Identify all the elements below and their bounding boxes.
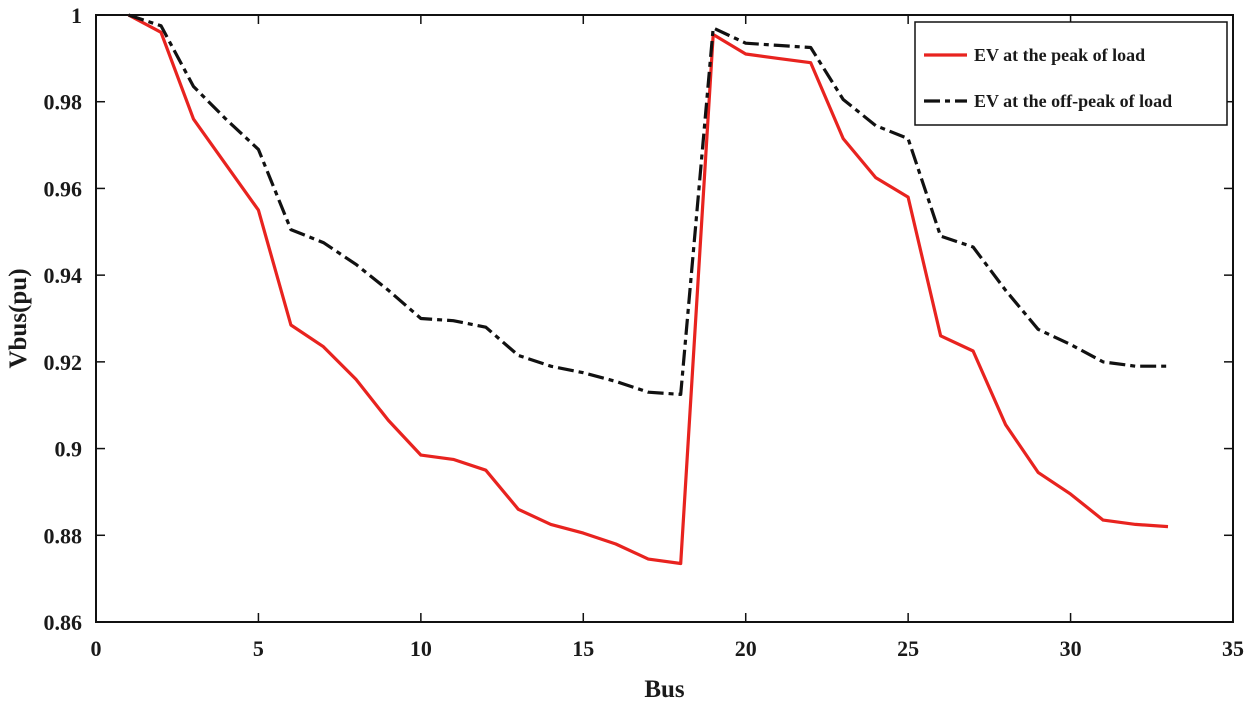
x-tick-label: 35	[1222, 636, 1244, 661]
y-tick-label: 0.9	[55, 437, 83, 462]
y-axis-label: Vbus(pu)	[5, 268, 32, 368]
x-tick-label: 15	[572, 636, 594, 661]
x-tick-label: 10	[410, 636, 432, 661]
series-line-1	[127, 13, 1169, 566]
x-tick-label: 30	[1060, 636, 1082, 661]
y-tick-labels: 0.86 0.88 0.9 0.92 0.94 0.96 0.98 1	[44, 3, 83, 635]
y-tick-label: 0.86	[44, 610, 83, 635]
x-tick-label: 25	[897, 636, 919, 661]
legend-box	[914, 21, 1228, 126]
y-tick-label: 1	[71, 3, 82, 28]
y-tick-label: 0.94	[44, 263, 83, 288]
legend-label-2: EV at the off-peak of load	[974, 91, 1172, 111]
legend: EV at the peak of load EV at the off-peak…	[914, 21, 1228, 126]
tick-marks	[95, 14, 1234, 623]
plot-area	[95, 13, 1234, 623]
y-tick-label: 0.88	[44, 523, 83, 548]
x-tick-label: 5	[253, 636, 264, 661]
x-tick-label: 0	[91, 636, 102, 661]
series-lines	[127, 13, 1169, 566]
y-tick-label: 0.92	[44, 350, 83, 375]
legend-label-1: EV at the peak of load	[974, 45, 1145, 65]
x-tick-labels: 0 5 10 15 20 25 30 35	[91, 636, 1245, 661]
x-tick-label: 20	[735, 636, 757, 661]
y-tick-label: 0.96	[44, 176, 83, 201]
plot-frame	[95, 14, 1234, 623]
series-line-2	[127, 13, 1168, 396]
x-axis-label: Bus	[644, 676, 685, 703]
y-tick-label: 0.98	[44, 90, 83, 115]
